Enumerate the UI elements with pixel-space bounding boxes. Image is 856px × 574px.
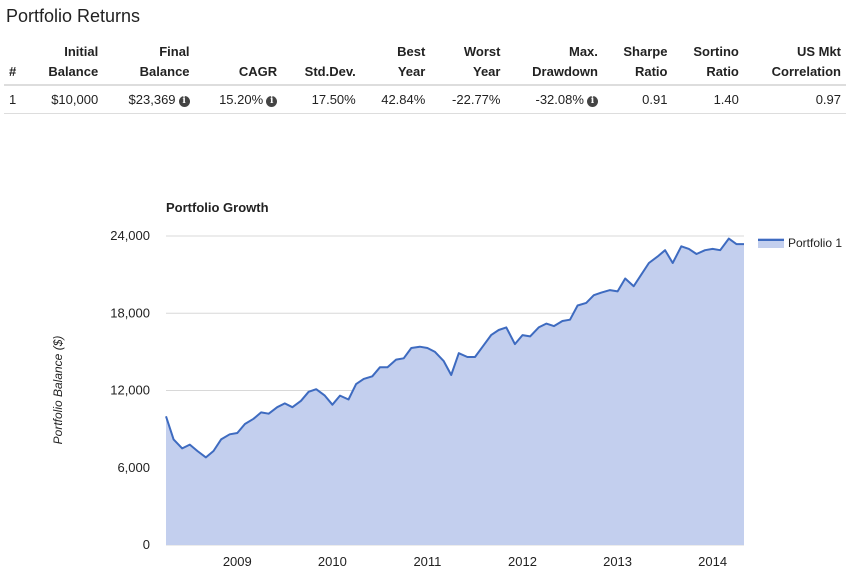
- column-header: Initial Balance: [26, 39, 104, 86]
- cell-us-mkt-correlation: 0.97: [743, 85, 846, 114]
- cell-cagr: 15.20% i: [194, 85, 283, 114]
- y-tick-label: 6,000: [117, 460, 150, 475]
- cell-initial-balance: $10,000: [26, 85, 104, 114]
- legend-swatch-fill: [758, 238, 784, 248]
- x-tick-label: 2013: [603, 554, 632, 569]
- column-header-text: Sharpe: [623, 44, 668, 59]
- column-header-text: Best: [397, 44, 426, 59]
- cell-sharpe-ratio: 0.91: [602, 85, 673, 114]
- column-header: Best Year: [360, 39, 431, 86]
- column-header: US Mkt Correlation: [743, 39, 846, 86]
- portfolio-returns-table: # Initial Balance Final Balance CAGR Std.Dev. B…: [4, 39, 846, 114]
- x-tick-label: 2009: [223, 554, 252, 569]
- series-line-portfolio-1: [165, 237, 744, 459]
- cell-best-year: 42.84%: [360, 85, 431, 114]
- column-header-text: Drawdown: [532, 64, 598, 79]
- y-axis-label: Portfolio Balance ($): [51, 336, 65, 445]
- column-header-text: #: [9, 64, 17, 79]
- x-tick-label: 2011: [413, 554, 441, 569]
- column-header: Final Balance: [103, 39, 195, 86]
- cell-worst-year: -22.77%: [430, 85, 506, 114]
- column-header-text: Balance: [48, 64, 99, 79]
- table-header-row: # Initial Balance Final Balance CAGR Std.Dev. B…: [4, 39, 846, 86]
- chart-title: Portfolio Growth: [166, 200, 269, 215]
- info-circle-icon[interactable]: i: [178, 96, 190, 107]
- cell-sortino-ratio: 1.40: [672, 85, 744, 114]
- column-header: Worst Year: [430, 39, 506, 86]
- column-header-text: Initial: [64, 44, 99, 59]
- column-header: Sortino Ratio: [672, 39, 744, 86]
- x-tick-label: 2012: [508, 554, 537, 569]
- column-header: Max. Drawdown: [505, 39, 603, 86]
- column-header: Std.Dev.: [282, 39, 361, 86]
- x-tick-label: 2010: [318, 554, 347, 569]
- column-header-text: US Mkt: [796, 44, 841, 59]
- y-tick-label: 24,000: [110, 228, 150, 243]
- column-header-text: Year: [397, 64, 426, 79]
- info-circle-icon[interactable]: i: [586, 96, 598, 107]
- column-header-text: Sortino: [693, 44, 739, 59]
- cell-index: 1: [4, 85, 27, 114]
- y-tick-label: 0: [143, 537, 150, 552]
- column-header-text: Worst: [463, 44, 501, 59]
- column-header-text: Correlation: [771, 64, 841, 79]
- column-header-text: Ratio: [706, 64, 739, 79]
- column-header-text: Final: [159, 44, 190, 59]
- column-header: CAGR: [194, 39, 283, 86]
- column-header-text: Balance: [139, 64, 190, 79]
- column-header-text: CAGR: [238, 64, 278, 79]
- y-tick-label: 18,000: [110, 305, 150, 320]
- column-header-text: Year: [472, 64, 501, 79]
- y-tick-label: 12,000: [110, 383, 150, 398]
- cell-max-drawdown: -32.08% i: [505, 85, 603, 114]
- info-circle-icon[interactable]: i: [266, 96, 278, 107]
- column-header: Sharpe Ratio: [602, 39, 673, 86]
- cell-final-balance: $23,369 i: [103, 85, 195, 114]
- cagr-value: 15.20%: [219, 92, 264, 107]
- series-area-portfolio-1: [166, 238, 744, 545]
- page-title: Portfolio Returns: [6, 6, 141, 26]
- final-balance-value: $23,369: [128, 92, 176, 107]
- table-row: 1 $10,000 $23,369 i 15.20% i 17.50% 42.84%…: [4, 85, 846, 114]
- x-tick-label: 2014: [698, 554, 727, 569]
- column-header-text: Ratio: [634, 64, 668, 79]
- column-header-text: Std.Dev.: [304, 64, 356, 79]
- column-header-text: Max.: [569, 44, 598, 59]
- max-drawdown-value: -32.08%: [535, 92, 584, 107]
- cell-std-dev: 17.50%: [282, 85, 361, 114]
- column-header: #: [4, 39, 27, 86]
- legend-label: Portfolio 1: [788, 236, 842, 250]
